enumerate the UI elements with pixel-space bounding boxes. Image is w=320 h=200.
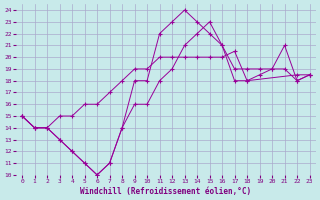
X-axis label: Windchill (Refroidissement éolien,°C): Windchill (Refroidissement éolien,°C)	[80, 187, 252, 196]
